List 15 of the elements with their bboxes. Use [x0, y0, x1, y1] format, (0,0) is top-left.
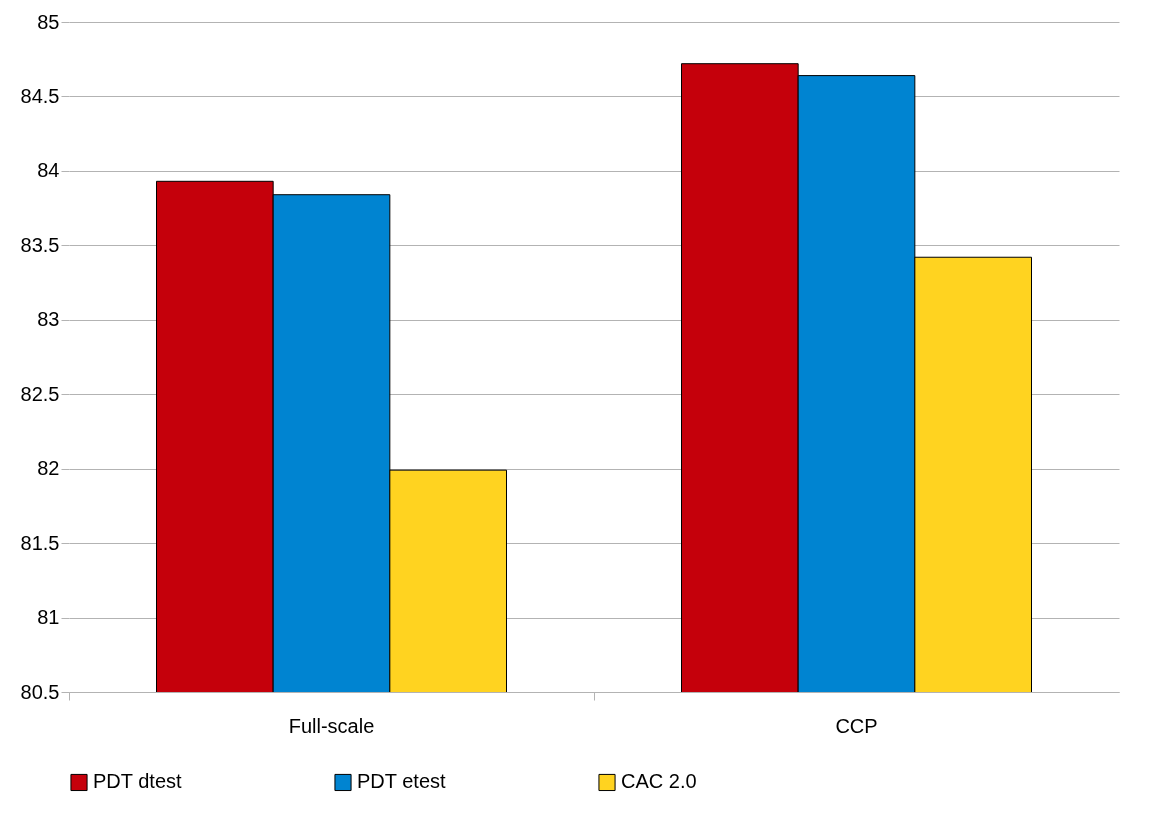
y-tick-label: 82.5: [20, 382, 60, 405]
x-tick-label: Full-scale: [288, 714, 375, 737]
legend-label: PDT etest: [357, 770, 446, 793]
y-tick-label: 82: [37, 457, 60, 480]
y-tick-label: 81.5: [20, 531, 60, 554]
y-tick-label: 83: [37, 308, 60, 331]
y-tick-label: 84: [37, 159, 60, 182]
y-tick-label: 80.5: [20, 680, 60, 703]
y-tick-label: 85: [37, 10, 60, 33]
x-tick-label: CCP: [835, 714, 878, 737]
y-tick-label: 84.5: [20, 84, 60, 107]
y-tick-label: 83.5: [20, 233, 60, 256]
legend-label: CAC 2.0: [621, 770, 697, 793]
legend-label: PDT dtest: [93, 770, 182, 793]
y-tick-label: 81: [37, 606, 60, 629]
